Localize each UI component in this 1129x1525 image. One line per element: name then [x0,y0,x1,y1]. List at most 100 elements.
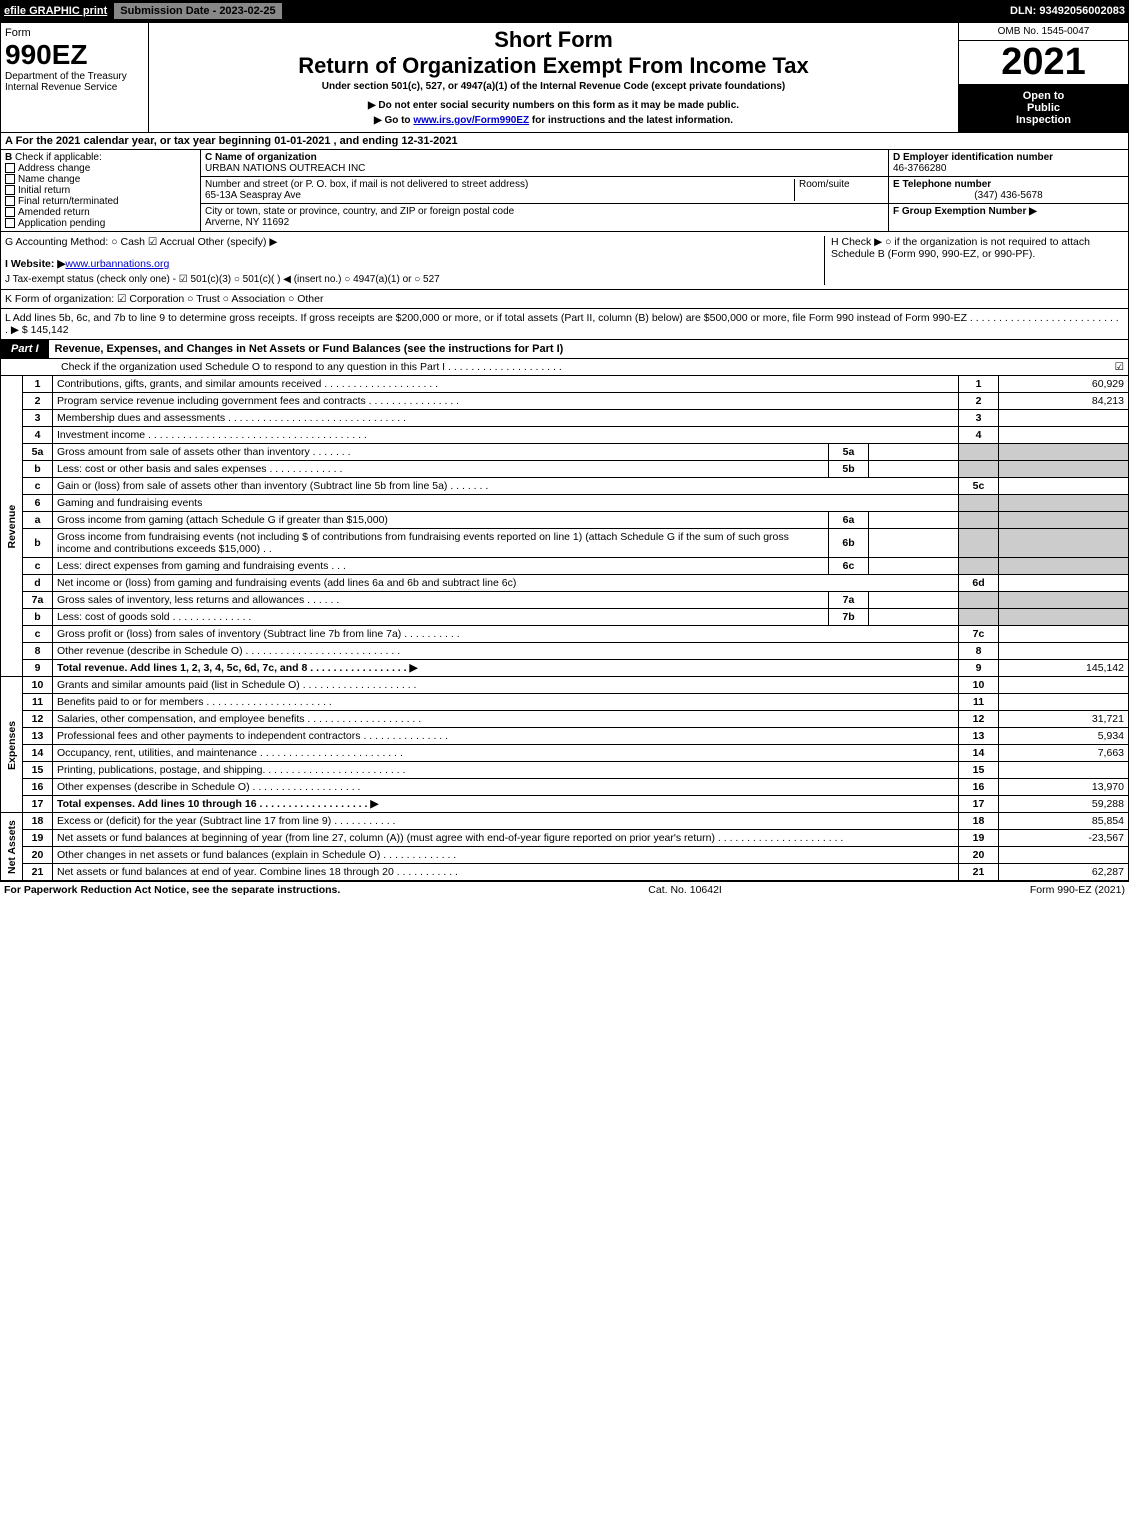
line-amount: 7,663 [999,745,1129,762]
part-1-tab: Part I [1,340,49,358]
opt-final-return: Final return/terminated [18,196,119,207]
line-desc: Other expenses (describe in Schedule O) … [53,779,959,796]
opt-name-change: Name change [18,174,80,185]
line-desc: Net income or (loss) from gaming and fun… [53,575,959,592]
line-amount: 59,288 [999,796,1129,813]
line-num: 15 [23,762,53,779]
line-amount [999,609,1129,626]
line-num: 2 [23,393,53,410]
table-row: 2 Program service revenue including gove… [1,393,1129,410]
line-rnum [959,609,999,626]
sub-num: 6c [829,558,869,575]
line-rnum [959,495,999,512]
line-amount [999,677,1129,694]
cb-initial-return[interactable] [5,185,15,195]
line-rnum: 10 [959,677,999,694]
line-num: a [23,512,53,529]
j-tax-exempt: J Tax-exempt status (check only one) - ☑… [5,274,814,285]
line-amount: 5,934 [999,728,1129,745]
line-amount: 31,721 [999,711,1129,728]
line-desc: Grants and similar amounts paid (list in… [53,677,959,694]
table-row: b Gross income from fundraising events (… [1,529,1129,558]
cb-amended-return[interactable] [5,207,15,217]
table-row: 5a Gross amount from sale of assets othe… [1,444,1129,461]
line-rnum: 5c [959,478,999,495]
efile-print-link[interactable]: efile GRAPHIC print [4,5,107,17]
tax-year: 2021 [959,41,1128,84]
page-footer: For Paperwork Reduction Act Notice, see … [0,881,1129,898]
cell-address: Number and street (or P. O. box, if mail… [201,177,888,204]
line-amount [999,643,1129,660]
line-rnum: 8 [959,643,999,660]
line-amount [999,444,1129,461]
line-num: 19 [23,830,53,847]
line-num: 1 [23,376,53,393]
line-rnum: 15 [959,762,999,779]
table-row: 20 Other changes in net assets or fund b… [1,847,1129,864]
line-num: 12 [23,711,53,728]
line-num: 16 [23,779,53,796]
section-a: A For the 2021 calendar year, or tax yea… [0,133,1129,150]
sub-val [869,558,959,575]
line-amount: 60,929 [999,376,1129,393]
line-rnum [959,444,999,461]
line-desc: Total revenue. Add lines 1, 2, 3, 4, 5c,… [53,660,959,677]
website-link[interactable]: www.urbannations.org [65,258,169,270]
sub-num: 5b [829,461,869,478]
line-desc: Gain or (loss) from sale of assets other… [53,478,959,495]
line-num: b [23,461,53,478]
line-amount [999,529,1129,558]
line-num: 11 [23,694,53,711]
line-desc: Gross income from gaming (attach Schedul… [53,512,829,529]
table-row: 8 Other revenue (describe in Schedule O)… [1,643,1129,660]
line-desc: Total expenses. Add lines 10 through 16 … [53,796,959,813]
line-desc: Printing, publications, postage, and shi… [53,762,959,779]
line-rnum [959,461,999,478]
table-row: Revenue 1 Contributions, gifts, grants, … [1,376,1129,393]
table-row: 21 Net assets or fund balances at end of… [1,864,1129,881]
revenue-table: Revenue 1 Contributions, gifts, grants, … [0,376,1129,881]
line-rnum [959,558,999,575]
line-num: c [23,626,53,643]
line-num: 17 [23,796,53,813]
line-desc: Net assets or fund balances at end of ye… [53,864,959,881]
line-desc: Contributions, gifts, grants, and simila… [53,376,959,393]
line-amount [999,575,1129,592]
opt-application-pending: Application pending [18,218,105,229]
line-rnum: 3 [959,410,999,427]
line-rnum: 13 [959,728,999,745]
sub-num: 5a [829,444,869,461]
line-desc: Membership dues and assessments . . . . … [53,410,959,427]
line-desc: Less: cost of goods sold . . . . . . . .… [53,609,829,626]
line-amount [999,762,1129,779]
open-line-2: Public [965,102,1122,114]
line-rnum: 16 [959,779,999,796]
line-rnum: 9 [959,660,999,677]
opt-address-change: Address change [18,163,90,174]
line-amount [999,495,1129,512]
form-number: 990EZ [5,39,144,71]
cb-address-change[interactable] [5,163,15,173]
addr-label: Number and street (or P. O. box, if mail… [205,179,528,190]
cb-application-pending[interactable] [5,218,15,228]
dept-line-2: Internal Revenue Service [5,82,144,93]
form-title-block: Short Form Return of Organization Exempt… [149,23,958,132]
line-num: b [23,529,53,558]
cb-name-change[interactable] [5,174,15,184]
omb-number: OMB No. 1545-0047 [959,23,1128,41]
note-1: ▶ Do not enter social security numbers o… [155,100,952,111]
irs-link[interactable]: www.irs.gov/Form990EZ [413,115,529,126]
line-rnum [959,529,999,558]
table-row: 17 Total expenses. Add lines 10 through … [1,796,1129,813]
line-rnum [959,592,999,609]
section-bcd-row: B Check if applicable: Address change Na… [0,150,1129,232]
line-amount: 84,213 [999,393,1129,410]
section-k: K Form of organization: ☑ Corporation ○ … [0,290,1129,309]
table-row: 4 Investment income . . . . . . . . . . … [1,427,1129,444]
line-num: 3 [23,410,53,427]
line-amount [999,478,1129,495]
cb-final-return[interactable] [5,196,15,206]
line-desc: Gross sales of inventory, less returns a… [53,592,829,609]
line-amount [999,558,1129,575]
footer-right: Form 990-EZ (2021) [1030,884,1125,896]
